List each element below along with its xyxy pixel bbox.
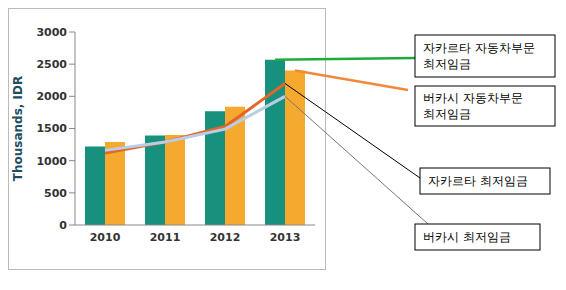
svg-text:1000: 1000 — [36, 155, 67, 168]
svg-text:2013: 2013 — [270, 231, 301, 244]
svg-text:2010: 2010 — [90, 231, 121, 244]
svg-text:Thousands, IDR: Thousands, IDR — [11, 76, 25, 181]
svg-text:2000: 2000 — [36, 90, 67, 103]
svg-text:2012: 2012 — [210, 231, 241, 244]
svg-text:1500: 1500 — [36, 122, 67, 135]
svg-text:3000: 3000 — [36, 26, 67, 39]
svg-text:2011: 2011 — [150, 231, 181, 244]
svg-text:자카르타 자동차부문최저임금: 자카르타 자동차부문최저임금 — [423, 41, 535, 71]
svg-text:0: 0 — [59, 219, 67, 232]
svg-text:자카르타 최저임금: 자카르타 최저임금 — [428, 174, 528, 188]
svg-text:500: 500 — [44, 187, 67, 200]
svg-text:버카시 최저임금: 버카시 최저임금 — [423, 230, 511, 244]
svg-text:2500: 2500 — [36, 58, 67, 71]
svg-text:버카시 자동차부문최저임금: 버카시 자동차부문최저임금 — [423, 91, 523, 121]
